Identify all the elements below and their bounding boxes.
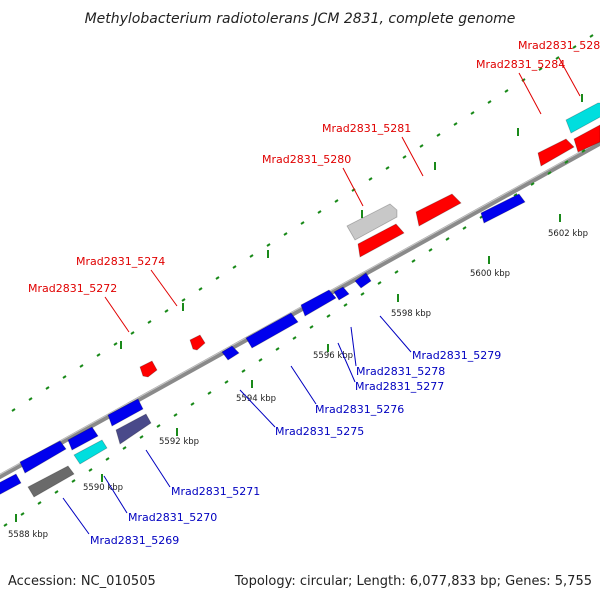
label-mrad2831-5285[interactable]: Mrad2831_5285	[518, 39, 600, 52]
label-mrad2831-5270[interactable]: Mrad2831_5270	[128, 511, 217, 524]
connector-5284	[518, 72, 542, 115]
gene-mrad2831-5274[interactable]	[189, 334, 206, 351]
connector-5276	[290, 365, 317, 405]
scale-label-5598: 5598 kbp	[391, 309, 431, 319]
gene-mrad2831-5271-blue[interactable]	[107, 398, 144, 427]
connector-5270	[103, 475, 128, 514]
label-mrad2831-5284[interactable]: Mrad2831_5284	[476, 58, 565, 71]
connector-5285	[558, 57, 581, 97]
scale-label-5594: 5594 kbp	[236, 394, 276, 404]
forward-tick-row	[11, 34, 594, 412]
connector-5272	[104, 296, 130, 333]
connector-5269	[62, 497, 90, 535]
gene-mrad2831-5284[interactable]	[537, 138, 575, 167]
forward-labels: Mrad2831_5272 Mrad2831_5274 Mrad2831_528…	[28, 39, 600, 295]
gene-mrad2831-5270-blue[interactable]	[19, 440, 67, 474]
connector-5274	[150, 269, 178, 307]
gene-mrad2831-5269[interactable]	[27, 465, 75, 498]
scale-labels: 5588 kbp 5590 kbp 5592 kbp 5594 kbp 5596…	[8, 229, 588, 540]
gene-mrad2831-5272[interactable]	[139, 360, 158, 378]
reverse-genes	[0, 272, 372, 498]
accession-text: Accession: NC_010505	[8, 574, 156, 589]
reverse-labels: Mrad2831_5269 Mrad2831_5270 Mrad2831_527…	[90, 349, 501, 547]
label-mrad2831-5281[interactable]: Mrad2831_5281	[322, 122, 411, 135]
scale-label-5592: 5592 kbp	[159, 437, 199, 447]
connector-5271	[145, 449, 171, 488]
label-mrad2831-5274[interactable]: Mrad2831_5274	[76, 255, 165, 268]
gene-mrad2831-5275[interactable]	[221, 345, 240, 361]
gene-forward-blue-upper[interactable]	[480, 193, 526, 224]
gene-mrad2831-5280-top[interactable]	[346, 203, 398, 241]
scale-label-5596: 5596 kbp	[313, 351, 353, 361]
label-mrad2831-5275[interactable]: Mrad2831_5275	[275, 425, 364, 438]
label-mrad2831-5276[interactable]: Mrad2831_5276	[315, 403, 404, 416]
gene-mrad2831-5278[interactable]	[333, 286, 350, 301]
scale-label-5600: 5600 kbp	[470, 269, 510, 279]
connector-5278	[350, 326, 357, 367]
connector-5277	[337, 342, 356, 383]
label-mrad2831-5278[interactable]: Mrad2831_5278	[356, 365, 445, 378]
label-mrad2831-5280[interactable]: Mrad2831_5280	[262, 153, 351, 166]
gene-mrad2831-5285[interactable]	[573, 124, 600, 153]
gene-mrad2831-5277[interactable]	[300, 289, 337, 317]
label-mrad2831-5272[interactable]: Mrad2831_5272	[28, 282, 117, 295]
connector-5275	[239, 389, 276, 428]
gene-mrad2831-5281[interactable]	[415, 193, 462, 227]
scale-label-5602: 5602 kbp	[548, 229, 588, 239]
gene-mrad2831-5279[interactable]	[354, 272, 372, 289]
gene-mrad2831-5280[interactable]	[357, 223, 405, 258]
label-mrad2831-5271[interactable]: Mrad2831_5271	[171, 485, 260, 498]
genome-summary-text: Topology: circular; Length: 6,077,833 bp…	[234, 574, 592, 589]
connector-5279	[379, 315, 412, 353]
reverse-tick-row	[3, 149, 586, 527]
connector-5280	[342, 167, 364, 207]
gene-mrad2831-5276[interactable]	[245, 312, 299, 349]
gene-mrad2831-5270[interactable]	[73, 439, 108, 465]
scale-label-5588: 5588 kbp	[8, 530, 48, 540]
label-connectors	[62, 57, 581, 535]
gene-mrad2831-5269-blue[interactable]	[0, 473, 22, 497]
map-title: Methylobacterium radiotolerans JCM 2831,…	[85, 11, 516, 27]
gene-mrad2831-5285-cyan[interactable]	[565, 102, 600, 134]
connector-5281	[401, 136, 424, 177]
label-mrad2831-5269[interactable]: Mrad2831_5269	[90, 534, 179, 547]
label-mrad2831-5279[interactable]: Mrad2831_5279	[412, 349, 501, 362]
label-mrad2831-5277[interactable]: Mrad2831_5277	[355, 380, 444, 393]
gene-mrad2831-5271[interactable]	[115, 413, 152, 445]
gene-reverse-blue-small[interactable]	[67, 426, 99, 451]
reverse-ticks	[3, 149, 586, 527]
forward-ticks	[11, 34, 594, 412]
forward-genes	[139, 102, 600, 378]
scale-label-5590: 5590 kbp	[83, 483, 123, 493]
